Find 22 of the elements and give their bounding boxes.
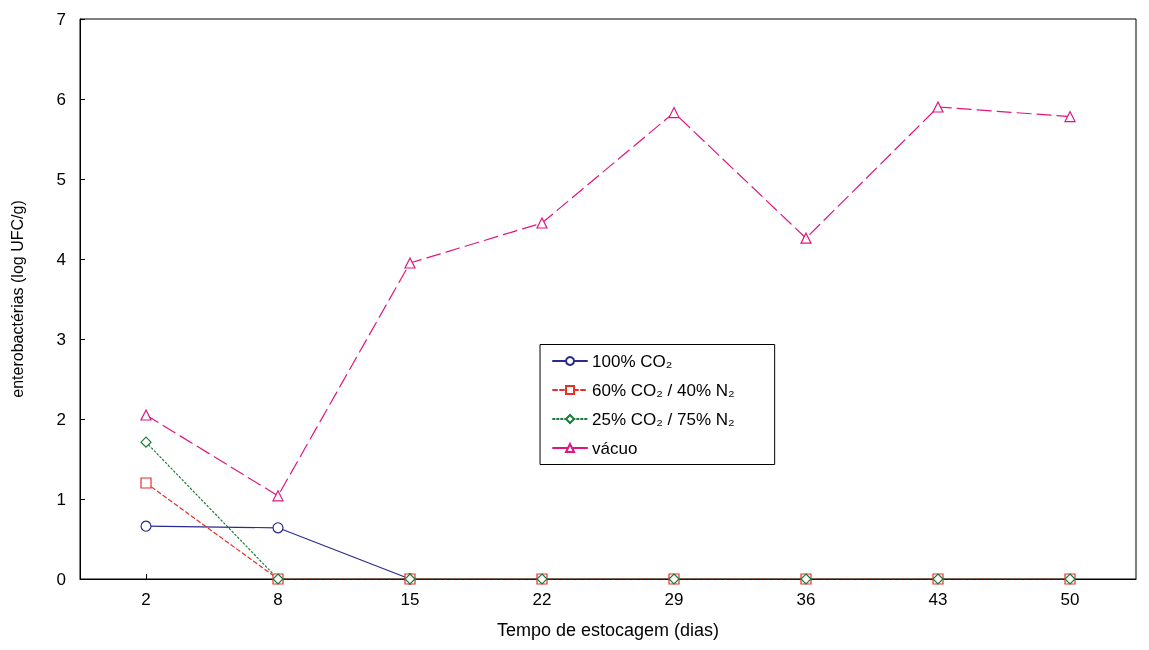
legend-label: 25% CO₂ / 75% N₂ [592, 409, 735, 429]
x-tick-label: 43 [928, 590, 948, 609]
legend-label: 60% CO₂ / 40% N₂ [592, 380, 735, 400]
legend-label: 100% CO₂ [592, 351, 673, 371]
legend-label: vácuo [592, 438, 638, 458]
x-tick-label: 29 [664, 590, 684, 609]
y-axis-title: enterobactérias (log UFC/g) [8, 200, 26, 398]
y-tick-label: 1 [56, 489, 66, 509]
y-tick-label: 0 [56, 569, 66, 589]
x-tick-label: 22 [532, 590, 552, 609]
y-tick-label: 7 [56, 9, 66, 29]
y-tick-label: 6 [56, 89, 66, 109]
y-tick-label: 2 [56, 409, 66, 429]
x-tick-label: 2 [141, 590, 151, 609]
x-tick-label: 8 [273, 590, 283, 609]
x-tick-label: 15 [400, 590, 420, 609]
x-axis-title: Tempo de estocagem (dias) [496, 620, 720, 640]
x-tick-label: 50 [1060, 590, 1080, 609]
x-tick-label: 36 [796, 590, 816, 609]
y-tick-label: 4 [56, 249, 66, 269]
y-tick-label: 5 [56, 169, 66, 189]
y-tick-label: 3 [56, 329, 66, 349]
